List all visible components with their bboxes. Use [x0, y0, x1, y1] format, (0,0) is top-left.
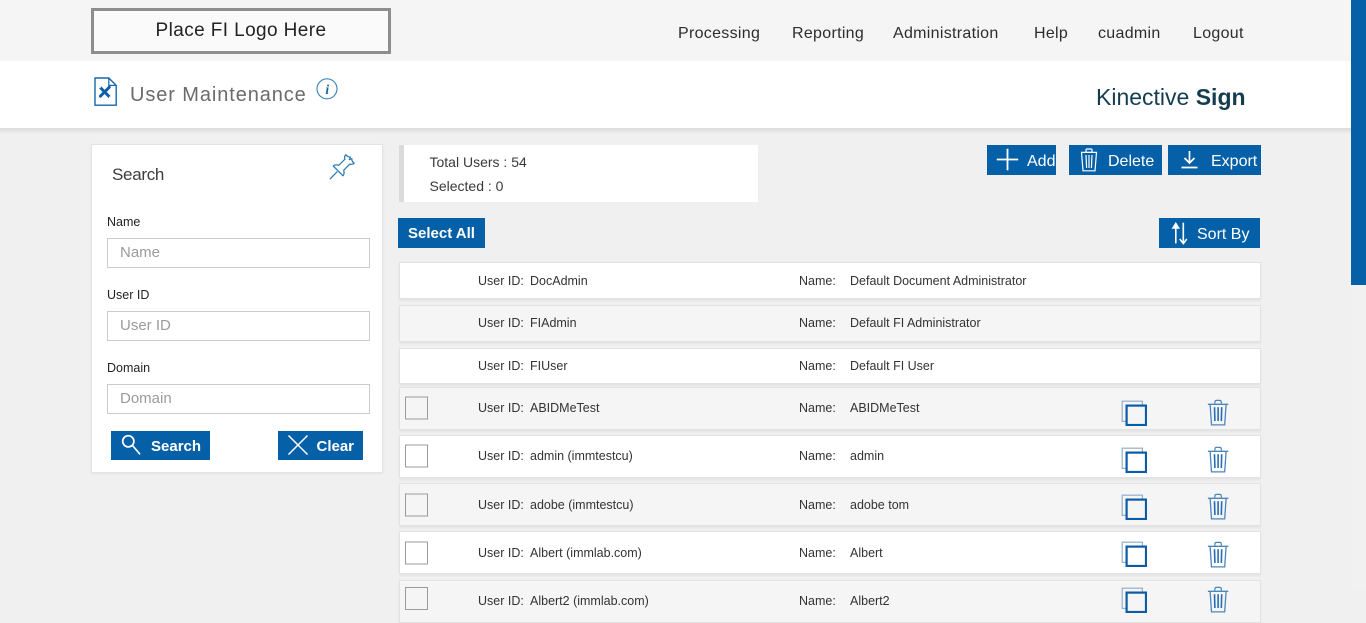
svg-text:i: i — [325, 82, 329, 97]
